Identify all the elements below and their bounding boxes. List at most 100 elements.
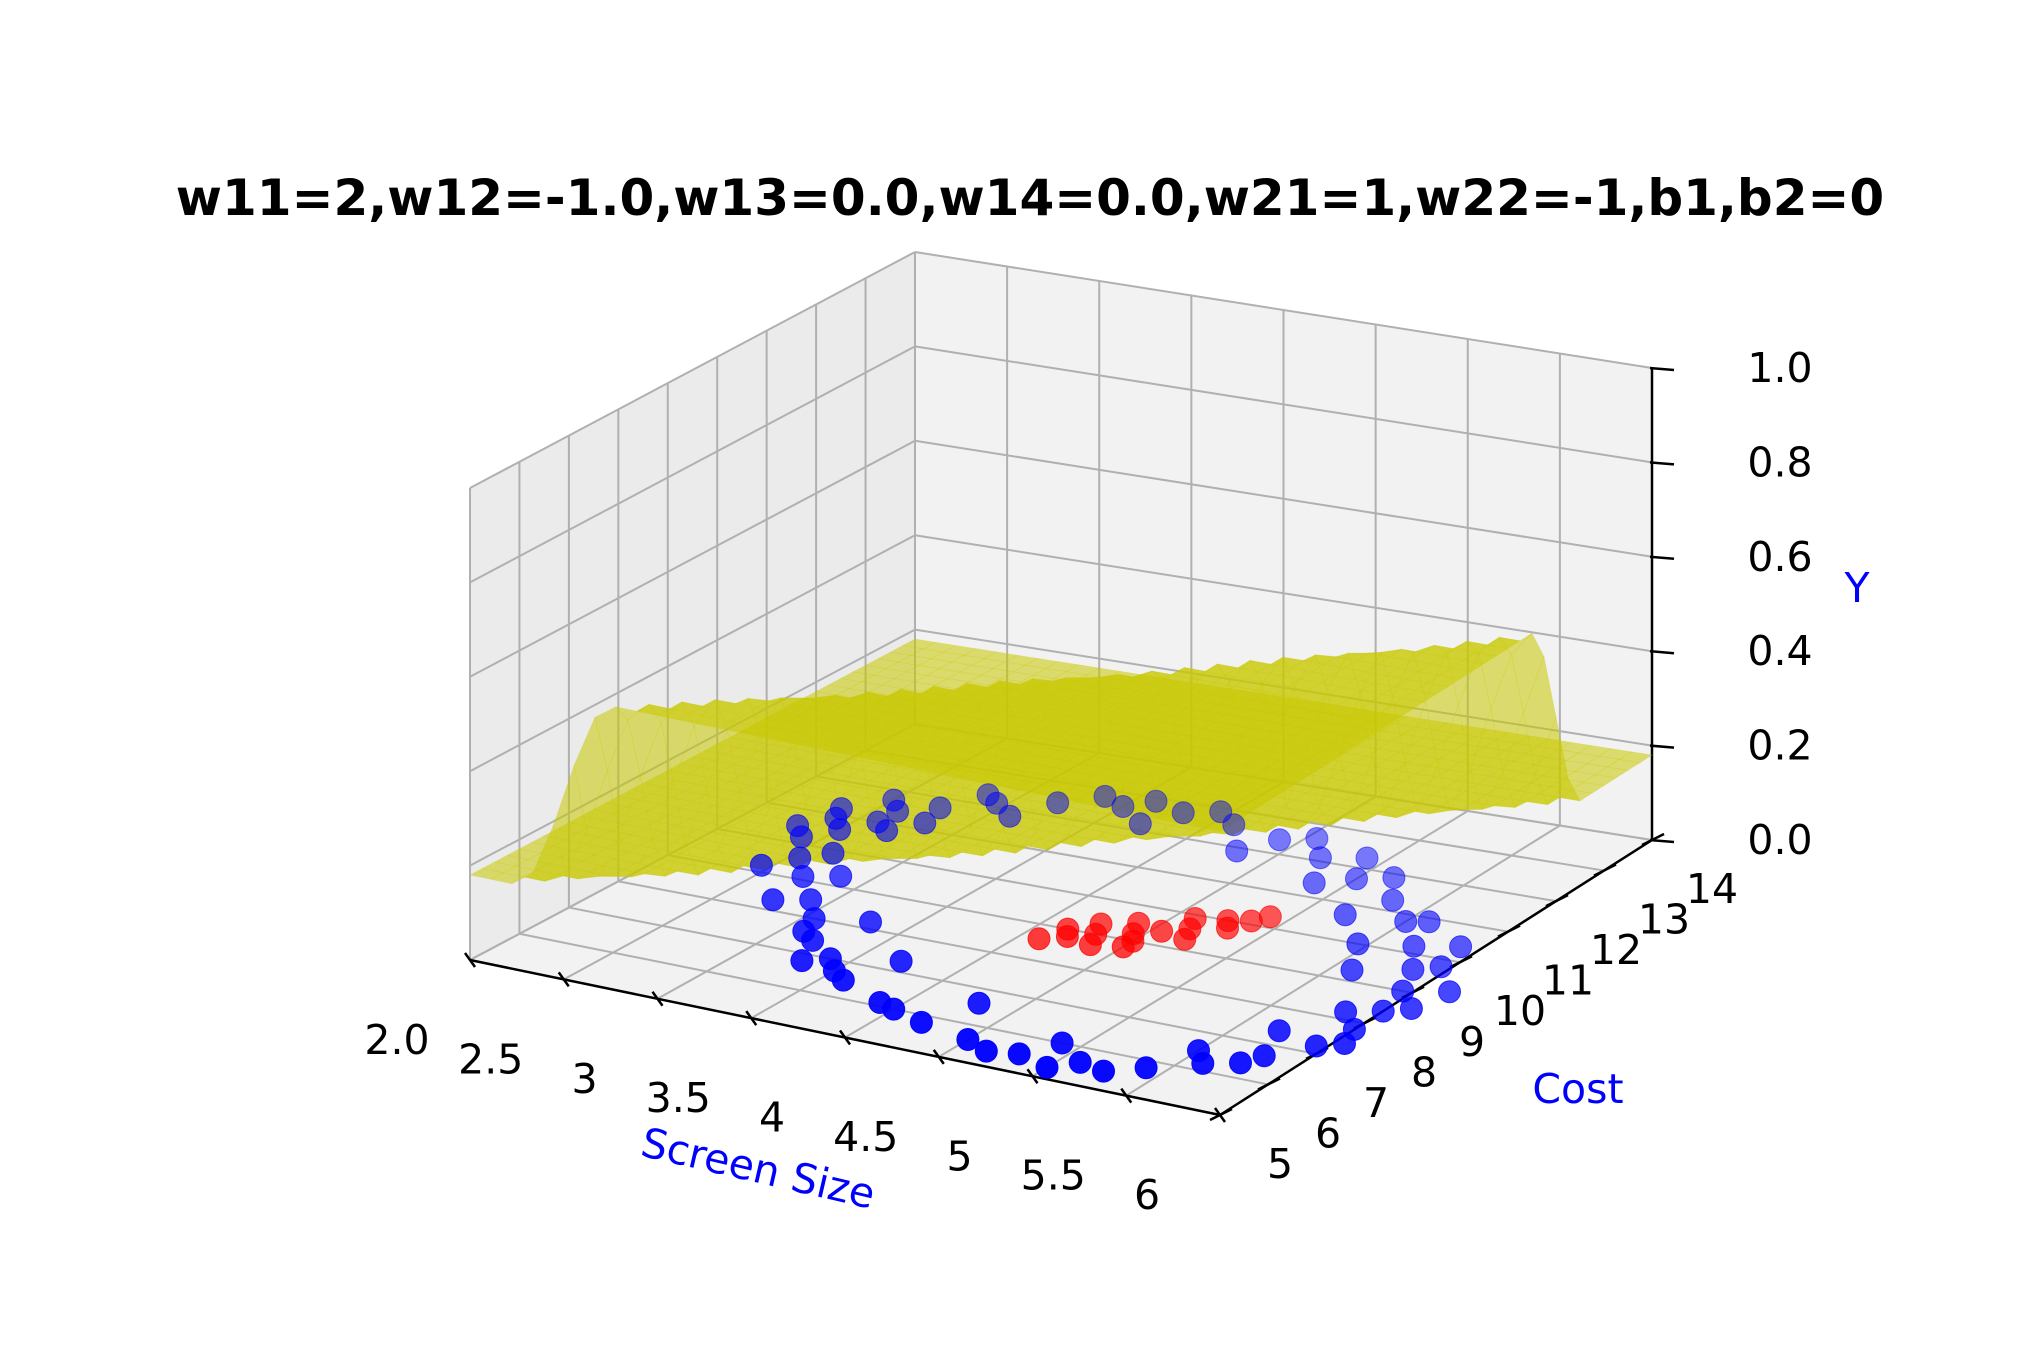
x-tick-label: 2.5: [458, 1035, 523, 1083]
y-tick-mark: [1257, 1077, 1281, 1091]
x-tick-mark: [557, 971, 570, 988]
z-tick-mark: [1649, 838, 1675, 844]
scatter-point: [1305, 827, 1329, 850]
y-tick-label: 6: [1315, 1109, 1341, 1157]
scatter-point: [1225, 839, 1249, 863]
scatter-point: [1222, 813, 1246, 837]
scatter-point: [1007, 1042, 1031, 1066]
x-tick-mark: [1026, 1068, 1039, 1084]
x-tick-mark: [463, 952, 477, 968]
x-tick-mark: [1120, 1087, 1133, 1104]
grid-line: [469, 251, 916, 489]
scatter-point: [821, 841, 845, 865]
scatter-point: [1134, 1056, 1158, 1080]
scatter-point: [1333, 903, 1357, 927]
scatter-point: [1258, 905, 1282, 929]
y-axis-line: [1219, 838, 1653, 1117]
y-tick-mark: [1545, 893, 1569, 908]
y-tick-label: 9: [1459, 1018, 1485, 1066]
x-tick-label: 4: [759, 1094, 785, 1142]
grid-line: [1031, 810, 1469, 1078]
z-tick-mark: [1649, 555, 1675, 561]
x-tick-mark: [651, 991, 664, 1007]
scatter-point: [1394, 910, 1418, 933]
y-tick-label: 12: [1590, 926, 1642, 974]
y-tick-label: 13: [1638, 896, 1690, 944]
z-tick-label: 0.0: [1747, 816, 1812, 864]
scatter-point: [749, 853, 773, 877]
z-axis-label: Y: [1843, 564, 1870, 612]
scatter-point: [1209, 800, 1233, 824]
scatter-point: [882, 997, 906, 1021]
scatter-point: [1128, 812, 1152, 836]
x-tick-mark: [838, 1029, 852, 1046]
scatter-point: [1068, 1050, 1092, 1074]
y-tick-label: 5: [1267, 1140, 1293, 1188]
y-tick-label: 11: [1542, 957, 1594, 1005]
scatter-point: [831, 968, 855, 992]
scatter-point: [974, 1039, 998, 1063]
scatter-point: [1268, 828, 1291, 852]
grid-line: [914, 534, 1653, 653]
scatter-point: [1078, 933, 1102, 957]
scatter-point: [828, 818, 852, 841]
scatter-point: [1302, 871, 1326, 895]
scatter-point: [1144, 789, 1168, 813]
y-tick-mark: [1497, 924, 1521, 938]
scatter-point: [1055, 925, 1079, 948]
scatter-point: [1371, 999, 1395, 1023]
grid-line: [568, 906, 1317, 1055]
scatter-point: [789, 825, 813, 849]
scatter-point: [1252, 1044, 1276, 1068]
scatter-point: [1171, 801, 1195, 825]
z-tick-mark: [1649, 649, 1675, 655]
scatter-point: [1046, 791, 1070, 815]
scatter-point: [1345, 867, 1368, 891]
y-tick-mark: [1209, 1107, 1233, 1122]
scatter-point: [1111, 795, 1135, 818]
x-tick-label: 4.5: [833, 1113, 898, 1161]
z-tick-label: 0.4: [1747, 627, 1812, 675]
scatter-point: [1449, 935, 1473, 959]
x-tick-label: 5: [946, 1132, 972, 1180]
scatter-point: [1027, 927, 1051, 951]
z-tick-mark: [1649, 744, 1675, 749]
scatter-point: [1399, 997, 1423, 1020]
z-tick-mark: [1649, 366, 1675, 372]
scatter-point: [1340, 958, 1364, 982]
z-tick-label: 0.2: [1747, 722, 1812, 770]
scatter-point: [1429, 955, 1453, 979]
grid-line: [469, 439, 916, 678]
scatter-point: [1035, 1055, 1059, 1079]
scatter-point: [1304, 1034, 1328, 1058]
z-tick-label: 0.6: [1747, 533, 1812, 581]
scatter-point: [998, 804, 1022, 828]
scatter-point: [801, 928, 825, 952]
grid-line: [914, 251, 1653, 369]
surface-patch: [1618, 751, 1654, 764]
scatter-point: [1355, 846, 1379, 870]
scatter-point: [1346, 932, 1370, 956]
grid-line: [914, 345, 1653, 464]
y-tick-label: 7: [1363, 1079, 1389, 1127]
grid-line: [914, 439, 1653, 558]
scatter-point: [1239, 909, 1263, 933]
scatter-point: [889, 949, 913, 973]
y-tick-label: 8: [1411, 1048, 1437, 1096]
scatter-point: [928, 796, 952, 820]
scatter-point: [1093, 784, 1117, 808]
scatter-point: [1050, 1031, 1074, 1055]
x-tick-label: 3: [571, 1055, 597, 1103]
z-tick-label: 0.8: [1747, 438, 1812, 486]
scatter-point: [1333, 1032, 1356, 1055]
scatter-point: [1267, 1019, 1291, 1043]
scatter-point: [1401, 957, 1425, 981]
scatter-point: [1402, 934, 1426, 958]
grid-line: [469, 345, 916, 584]
grid-line: [618, 880, 1365, 1025]
scatter-point: [1229, 1051, 1252, 1075]
scatter-point: [1111, 935, 1135, 959]
scatter-point: [1092, 1059, 1115, 1083]
scatter-point: [1381, 888, 1405, 912]
